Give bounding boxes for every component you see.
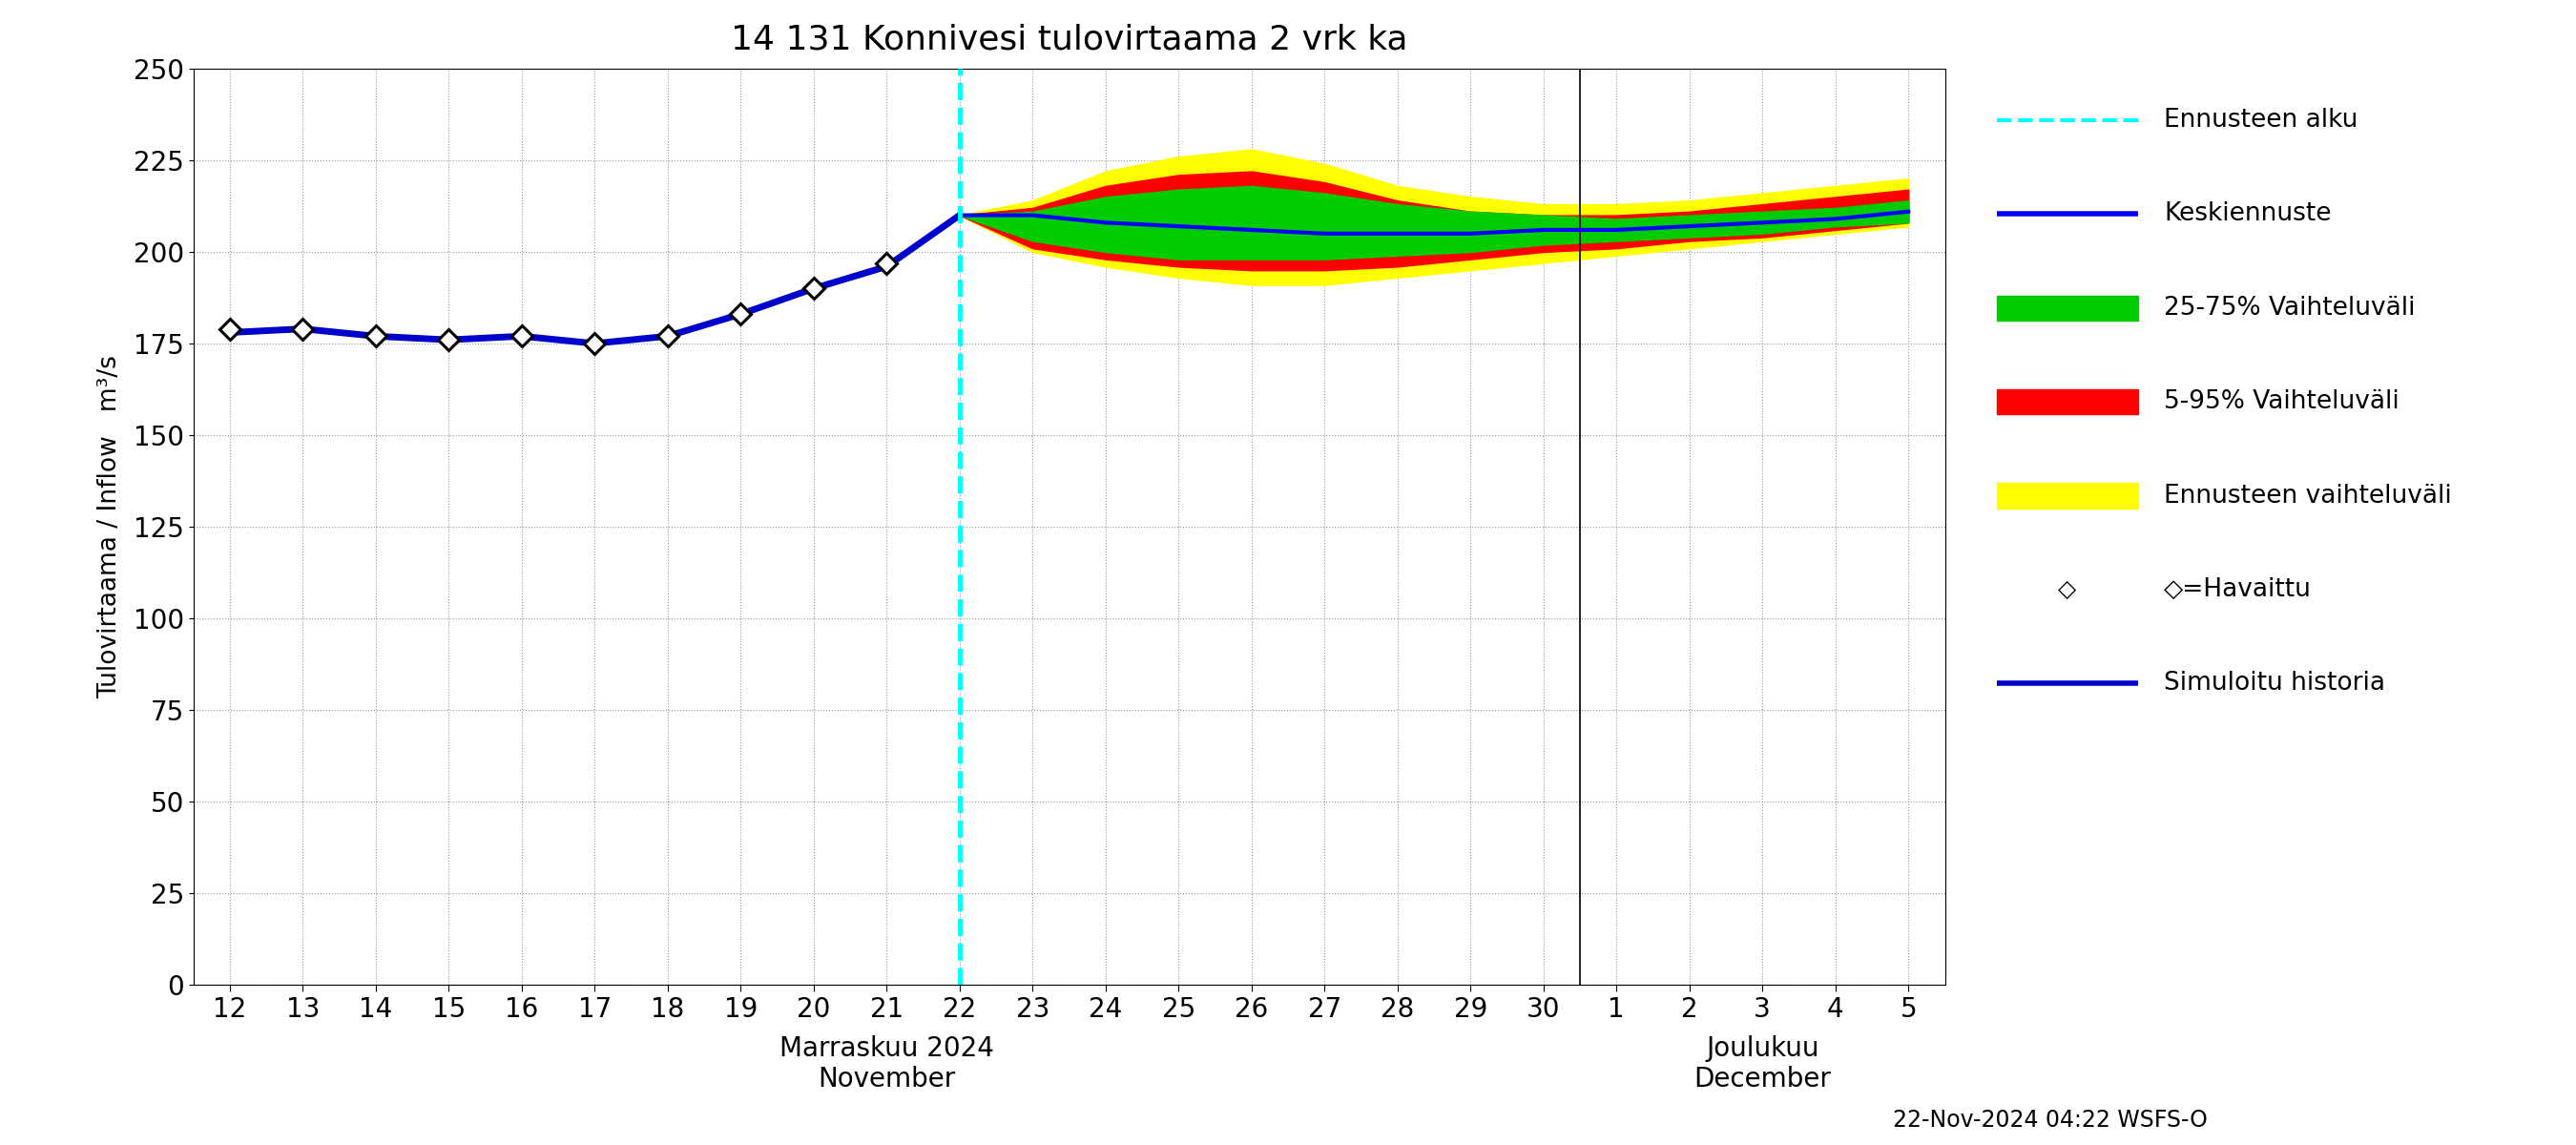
Text: ◇=Havaittu: ◇=Havaittu bbox=[2164, 577, 2311, 602]
Text: Joulukuu
December: Joulukuu December bbox=[1695, 1035, 1832, 1092]
Text: ◇: ◇ bbox=[2058, 578, 2076, 601]
Text: 25-75% Vaihteluväli: 25-75% Vaihteluväli bbox=[2164, 295, 2416, 321]
Text: Keskiennuste: Keskiennuste bbox=[2164, 202, 2331, 227]
Y-axis label: Tulovirtaama / Inflow   m³/s: Tulovirtaama / Inflow m³/s bbox=[98, 355, 124, 698]
Text: Simuloitu historia: Simuloitu historia bbox=[2164, 671, 2385, 696]
Text: Ennusteen vaihteluväli: Ennusteen vaihteluväli bbox=[2164, 483, 2452, 508]
Text: Marraskuu 2024
November: Marraskuu 2024 November bbox=[781, 1035, 994, 1092]
Text: Ennusteen alku: Ennusteen alku bbox=[2164, 108, 2357, 133]
Text: 5-95% Vaihteluväli: 5-95% Vaihteluväli bbox=[2164, 389, 2398, 414]
Title: 14 131 Konnivesi tulovirtaama 2 vrk ka: 14 131 Konnivesi tulovirtaama 2 vrk ka bbox=[732, 23, 1406, 55]
Text: 22-Nov-2024 04:22 WSFS-O: 22-Nov-2024 04:22 WSFS-O bbox=[1893, 1108, 2208, 1131]
